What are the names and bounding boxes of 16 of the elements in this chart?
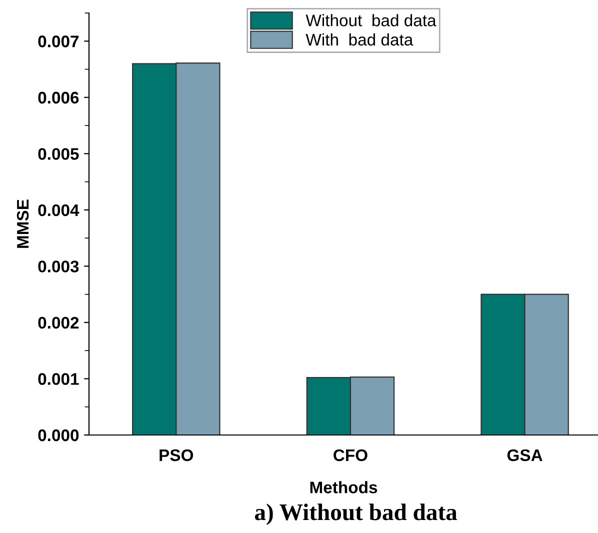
y-tick-label: 0.000	[38, 429, 79, 442]
y-tick-label: 0.002	[38, 316, 79, 329]
y-tick-label: 0.001	[38, 373, 79, 385]
legend-label: Without bad data	[306, 14, 436, 26]
x-tick-label: GSA	[507, 449, 542, 462]
x-axis-title: Methods	[310, 481, 378, 494]
y-tick-label: 0.004	[38, 204, 80, 216]
y-tick-label: 0.006	[38, 92, 79, 104]
y-tick-label: 0.003	[38, 260, 79, 272]
y-tick-label: 0.005	[38, 148, 79, 160]
legend-label: With bad data	[306, 33, 414, 46]
x-tick-label: PSO	[160, 449, 194, 462]
y-tick-label: 0.007	[38, 36, 79, 48]
y-axis-title: MMSE	[16, 200, 29, 248]
text: a) Without bad data	[254, 504, 458, 526]
x-tick-label: CFO	[334, 449, 368, 462]
